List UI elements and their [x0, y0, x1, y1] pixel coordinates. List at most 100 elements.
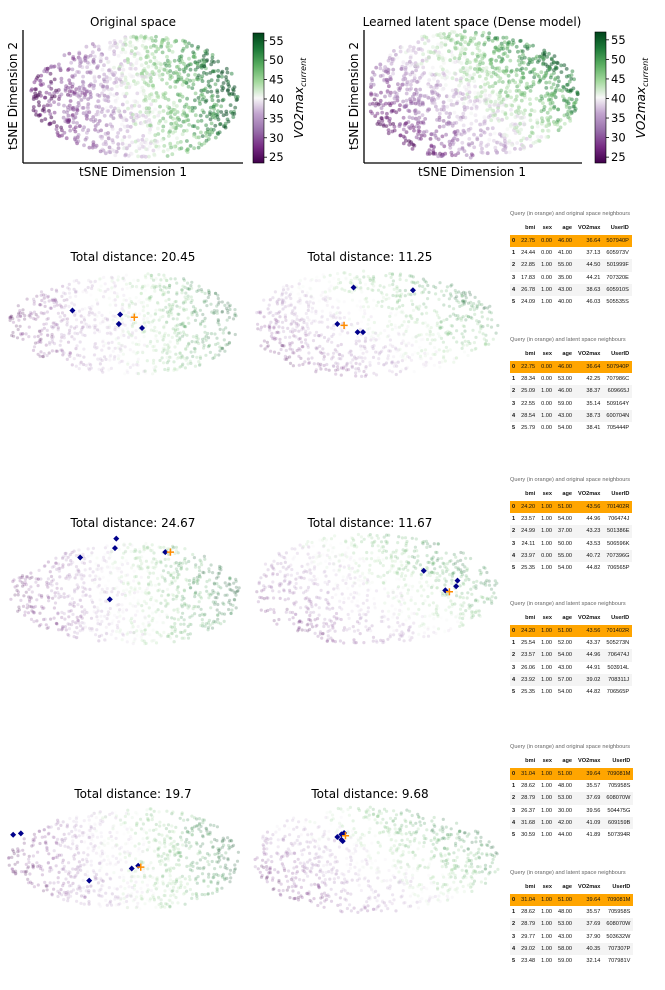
data-point	[458, 304, 462, 308]
data-point	[100, 107, 105, 111]
data-point	[88, 594, 92, 598]
data-point	[190, 124, 195, 128]
data-point	[157, 73, 162, 77]
data-point	[413, 351, 417, 355]
data-point	[377, 361, 381, 365]
data-point	[103, 638, 107, 642]
data-point	[533, 56, 538, 61]
data-point	[89, 293, 93, 297]
data-point	[216, 613, 220, 617]
data-point	[177, 67, 182, 72]
data-point	[60, 332, 64, 337]
data-point	[350, 364, 354, 368]
data-point	[183, 119, 187, 124]
data-point	[141, 549, 145, 554]
data-point	[106, 95, 111, 100]
data-point	[481, 332, 485, 336]
data-point	[222, 619, 226, 624]
data-point	[171, 327, 175, 331]
data-point	[420, 48, 425, 52]
data-point	[108, 77, 112, 81]
data-point	[263, 324, 267, 328]
data-point	[470, 141, 475, 146]
colorbar-tick-label: 45	[611, 72, 626, 86]
data-point	[209, 95, 214, 99]
data-point	[304, 311, 308, 316]
data-point	[60, 615, 64, 620]
data-point	[456, 151, 461, 156]
data-point	[441, 340, 445, 344]
data-point	[143, 369, 147, 373]
data-point	[131, 99, 136, 103]
data-point	[52, 564, 56, 569]
data-point	[542, 107, 546, 112]
data-point	[115, 566, 119, 570]
data-point	[234, 606, 238, 610]
data-point	[298, 301, 302, 305]
data-point	[401, 115, 406, 120]
data-point	[155, 339, 159, 343]
data-point	[162, 333, 166, 337]
data-point	[390, 361, 394, 365]
data-point	[428, 71, 433, 76]
data-point	[172, 608, 176, 612]
data-point	[77, 50, 82, 55]
data-point	[383, 65, 387, 69]
data-point	[496, 323, 500, 328]
data-point	[397, 305, 401, 309]
data-point	[467, 137, 472, 141]
data-point	[169, 121, 174, 126]
data-point	[190, 340, 194, 344]
data-point	[38, 78, 43, 83]
data-point	[103, 151, 108, 156]
data-point	[37, 103, 41, 108]
data-point	[209, 78, 214, 83]
x-axis-label: tSNE Dimension 1	[79, 165, 187, 179]
data-point	[416, 40, 421, 45]
data-point	[461, 335, 465, 339]
data-point	[90, 145, 95, 150]
data-point	[431, 45, 435, 49]
data-point	[547, 51, 551, 56]
data-point	[116, 54, 121, 58]
data-point	[488, 61, 493, 66]
data-point	[463, 293, 467, 297]
data-point	[197, 565, 201, 570]
data-point	[544, 135, 549, 139]
data-point	[152, 55, 157, 60]
colorbar-tick-label: 30	[611, 131, 626, 145]
data-point	[540, 116, 544, 121]
data-point	[447, 304, 451, 308]
data-point	[359, 305, 363, 309]
data-point	[49, 86, 54, 91]
data-point	[150, 548, 154, 553]
data-point	[206, 331, 210, 336]
data-point	[27, 335, 31, 339]
data-point	[186, 63, 190, 68]
data-point	[163, 367, 167, 372]
data-point	[195, 62, 200, 67]
data-point	[173, 108, 178, 112]
data-point	[533, 72, 537, 76]
data-point	[522, 145, 526, 150]
data-point	[485, 126, 490, 131]
colorbar-tick-label: 50	[611, 52, 626, 66]
data-point	[130, 63, 135, 68]
colorbar-tick-label: 25	[611, 150, 626, 164]
data-point	[282, 344, 286, 348]
data-point	[186, 84, 191, 89]
data-point	[475, 305, 479, 309]
data-point	[397, 298, 402, 302]
data-point	[463, 40, 468, 44]
data-point	[233, 332, 237, 337]
data-point	[419, 136, 423, 141]
data-point	[460, 45, 465, 49]
data-point	[123, 592, 127, 596]
data-point	[290, 285, 294, 289]
data-point	[316, 362, 320, 366]
data-point	[78, 58, 82, 63]
data-point	[277, 351, 281, 355]
data-point	[133, 46, 138, 50]
data-point	[154, 139, 158, 143]
data-point	[482, 337, 486, 341]
